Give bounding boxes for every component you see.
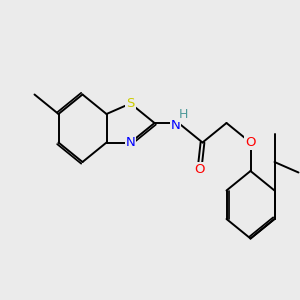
Text: S: S (126, 97, 135, 110)
Text: O: O (245, 136, 256, 149)
Text: H: H (178, 108, 188, 121)
Text: N: N (171, 119, 180, 132)
Text: N: N (126, 136, 135, 149)
Text: O: O (194, 163, 205, 176)
